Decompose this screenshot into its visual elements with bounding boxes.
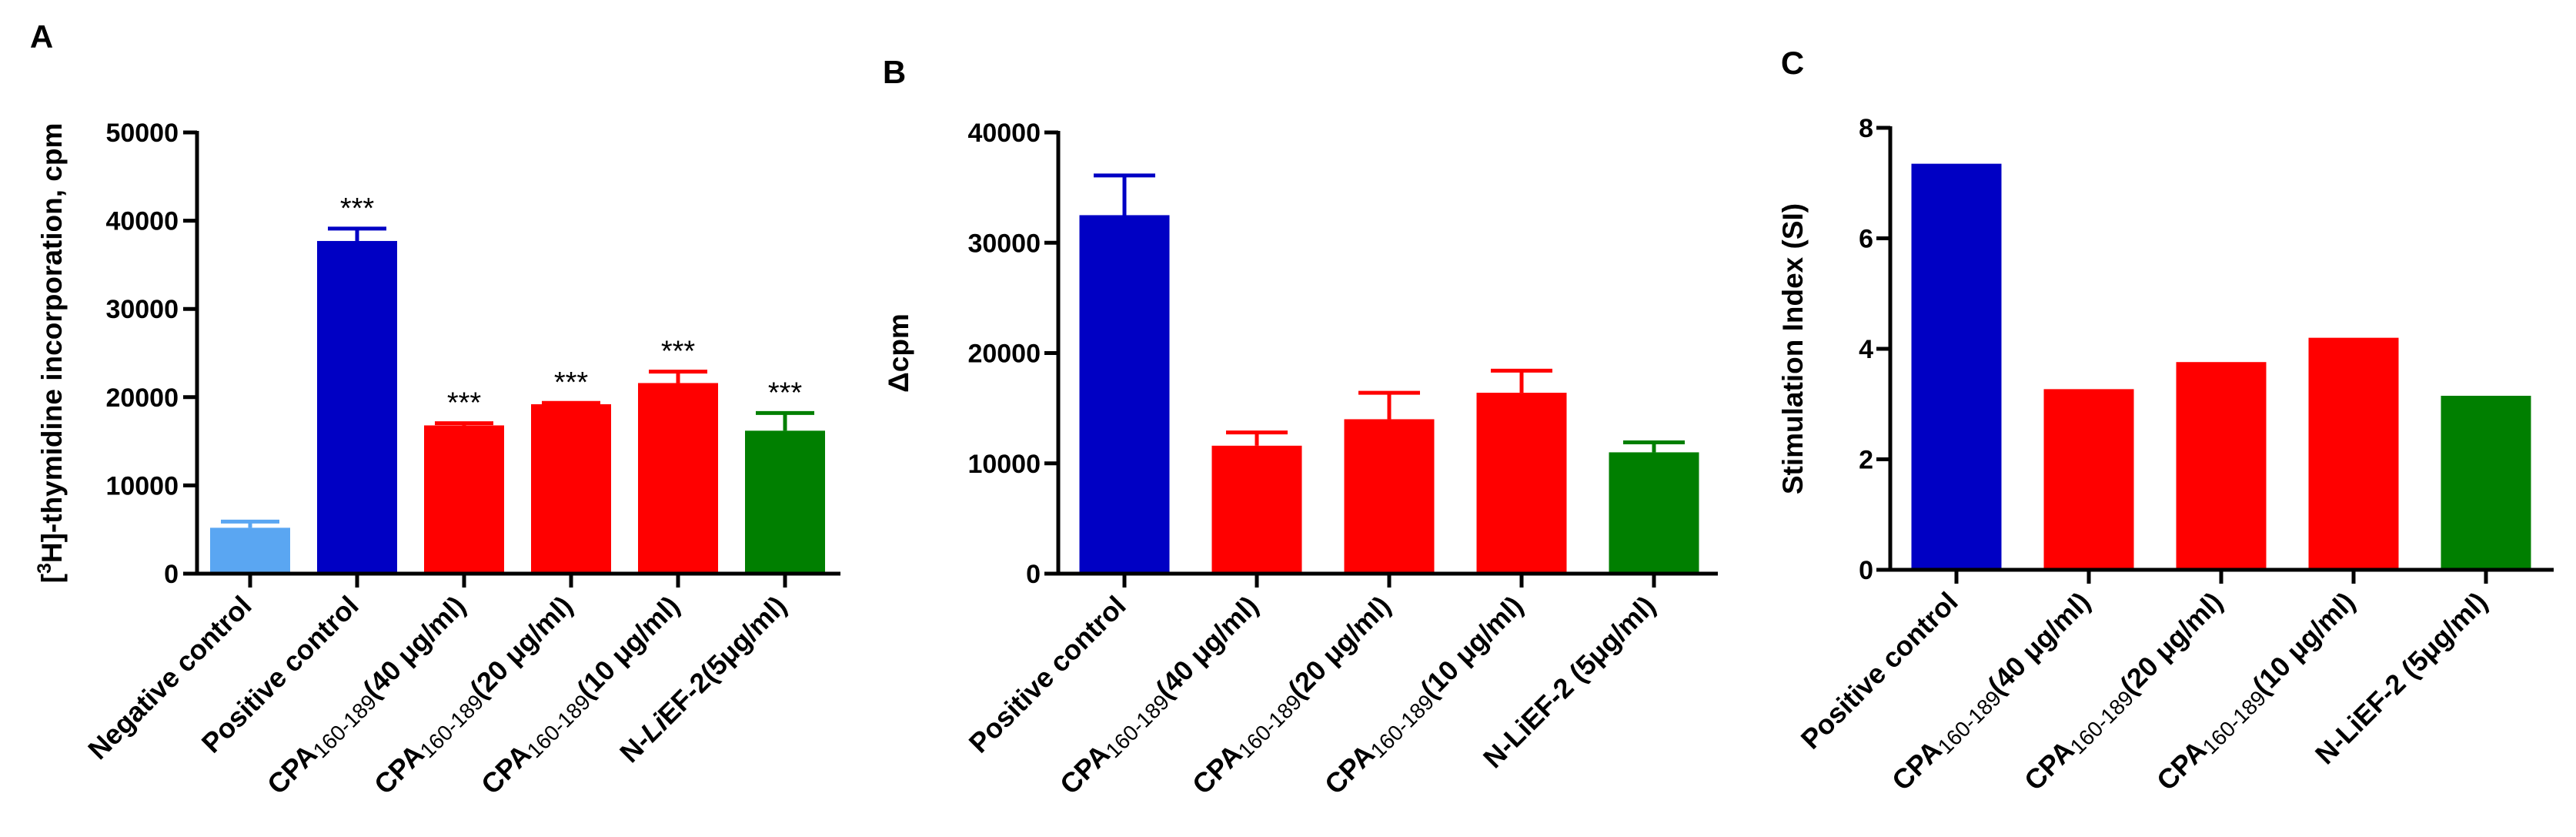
y-tick-label: 8 <box>1859 114 1873 143</box>
bar <box>531 403 611 574</box>
category-label: Positive control <box>1795 586 1964 755</box>
bar <box>2176 362 2267 570</box>
bar <box>424 425 504 574</box>
bar <box>1476 393 1567 574</box>
significance-label: *** <box>340 193 375 225</box>
bar <box>2441 395 2531 570</box>
category-label: CPA160-189(10 μg/ml) <box>475 590 688 803</box>
bar <box>638 383 718 574</box>
panel-letter: A <box>30 18 53 55</box>
bar <box>745 430 825 574</box>
y-tick-label: 30000 <box>967 229 1041 258</box>
y-tick-label: 40000 <box>967 119 1041 148</box>
category-label: Positive control <box>963 590 1132 759</box>
y-tick-label: 0 <box>164 560 179 589</box>
significance-label: *** <box>447 387 482 420</box>
panel-c: C Stimulation Index (SI) 0 2 4 6 8 Positive con… <box>1777 45 2554 796</box>
y-tick-label: 0 <box>1026 560 1041 589</box>
y-tick-label: 4 <box>1859 335 1873 364</box>
panel-letter: B <box>883 54 906 90</box>
y-tick-label: 50000 <box>105 119 179 148</box>
bar <box>2308 337 2399 570</box>
y-axis-title: Stimulation Index (SI) <box>1777 203 1809 494</box>
y-axis-title: Δcpm <box>883 313 914 393</box>
bar <box>1079 215 1170 574</box>
bar <box>1211 445 1302 574</box>
category-label: CPA160-189(40 μg/ml) <box>261 590 474 803</box>
y-tick-label: 40000 <box>105 207 179 236</box>
bar <box>210 527 290 574</box>
bar <box>317 240 397 574</box>
y-tick-label: 2 <box>1859 446 1873 475</box>
y-tick-label: 10000 <box>105 471 179 501</box>
y-axis-title: [3H]-thymidine incorporation, cpm <box>34 123 68 584</box>
y-tick-label: 20000 <box>105 383 179 413</box>
y-tick-label: 0 <box>1859 556 1873 585</box>
panel-a: A [3H]-thymidine incorporation, cpm 0 10000… <box>30 18 840 803</box>
significance-label: *** <box>768 377 803 409</box>
bar <box>1609 452 1699 574</box>
significance-label: *** <box>554 367 589 399</box>
y-tick-label: 6 <box>1859 225 1873 254</box>
panel-b: B Δcpm 0 10000 20000 30000 40000 Positive contr… <box>883 54 1718 800</box>
y-tick-label: 20000 <box>967 340 1041 369</box>
bar <box>1911 163 2002 570</box>
y-tick-label: 30000 <box>105 295 179 324</box>
y-tick-label: 10000 <box>967 450 1041 479</box>
category-label: CPA160-189(20 μg/ml) <box>368 590 581 803</box>
panel-letter: C <box>1781 45 1804 81</box>
bar <box>2043 389 2134 570</box>
bar <box>1344 419 1435 574</box>
significance-label: *** <box>661 336 696 368</box>
